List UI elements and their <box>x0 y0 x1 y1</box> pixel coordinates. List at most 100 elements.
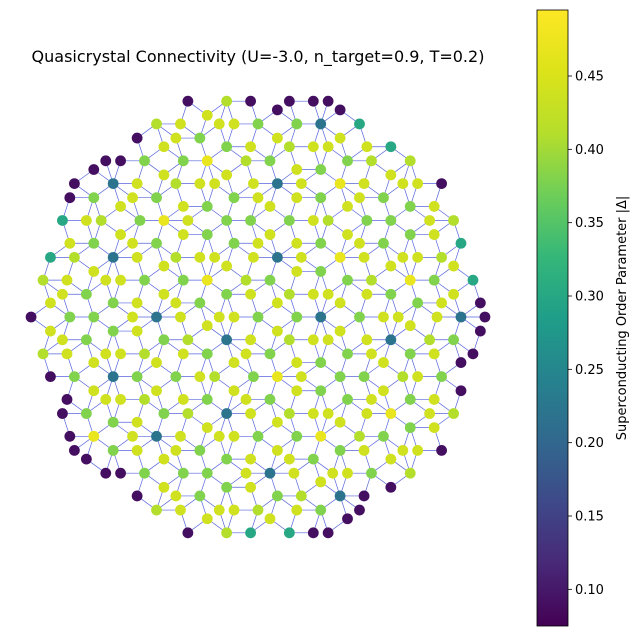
lattice-node <box>264 394 276 405</box>
lattice-node <box>252 237 264 249</box>
lattice-node <box>201 348 213 360</box>
lattice-node <box>228 237 240 249</box>
lattice-node <box>448 288 459 300</box>
lattice-node <box>245 334 256 346</box>
lattice-node <box>177 155 189 167</box>
lattice-node <box>175 504 186 516</box>
lattice-node <box>307 527 319 539</box>
lattice-node <box>334 297 346 309</box>
lattice-node <box>170 371 182 383</box>
lattice-node <box>107 371 119 383</box>
lattice-node <box>201 467 213 479</box>
lattice-node <box>315 266 327 277</box>
lattice-node <box>61 274 73 286</box>
lattice-node <box>213 504 225 516</box>
lattice-node <box>221 260 233 272</box>
lattice-node <box>100 348 112 360</box>
lattice-node <box>248 178 259 190</box>
lattice-node <box>291 118 303 130</box>
colorbar-gradient <box>536 9 569 627</box>
lattice-node <box>201 422 213 434</box>
lattice-node <box>264 155 276 167</box>
lattice-node <box>107 325 119 337</box>
lattice-node <box>397 251 409 263</box>
lattice-node <box>385 260 397 272</box>
lattice-node <box>115 348 126 360</box>
lattice-node <box>334 325 346 337</box>
lattice-node <box>201 513 213 525</box>
lattice-node <box>115 155 126 167</box>
lattice-node <box>455 311 467 323</box>
lattice-node <box>139 467 150 479</box>
colorbar-tick-label: 0.35 <box>575 216 604 231</box>
lattice-node <box>131 132 143 144</box>
lattice-node <box>245 453 256 465</box>
lattice-node <box>358 371 370 383</box>
lattice-node <box>307 141 319 153</box>
lattice-node <box>151 430 162 442</box>
lattice-node <box>151 118 162 130</box>
lattice-node <box>428 394 440 405</box>
lattice-node <box>397 178 409 190</box>
lattice-node <box>271 490 283 502</box>
lattice-node <box>107 251 119 263</box>
lattice-node <box>291 430 303 442</box>
lattice-node <box>240 274 252 286</box>
lattice-node <box>228 430 240 442</box>
lattice-node <box>245 95 256 107</box>
lattice-node <box>271 371 283 383</box>
lattice-node <box>221 288 233 300</box>
lattice-node <box>213 311 225 323</box>
lattice-node <box>424 215 436 226</box>
lattice-node <box>201 274 213 286</box>
lattice-node <box>412 371 424 383</box>
lattice-node <box>295 371 307 383</box>
lattice-node <box>107 297 119 309</box>
lattice-node <box>170 444 182 456</box>
lattice-node <box>467 348 479 360</box>
colorbar-tick-label: 0.40 <box>575 143 604 158</box>
lattice-node <box>175 311 186 323</box>
lattice-node <box>88 385 100 397</box>
lattice-node <box>61 348 73 360</box>
lattice-node <box>342 274 353 286</box>
lattice-node <box>245 215 256 226</box>
lattice-node <box>354 504 365 516</box>
lattice-node <box>88 266 100 277</box>
lattice-node <box>80 334 92 346</box>
lattice-node <box>194 251 206 263</box>
lattice-node <box>358 251 370 263</box>
lattice-node <box>248 251 259 263</box>
lattice-node <box>412 251 424 263</box>
lattice-node <box>307 334 319 346</box>
lattice-node <box>322 527 334 539</box>
lattice-node <box>69 178 80 190</box>
lattice-node <box>151 237 162 249</box>
lattice-node <box>131 371 143 383</box>
lattice-node <box>228 504 240 516</box>
lattice-node <box>170 132 182 144</box>
lattice-node <box>57 288 68 300</box>
lattice-node <box>385 481 397 493</box>
lattice-node <box>80 408 92 419</box>
lattice-node <box>448 215 459 226</box>
lattice-node <box>354 430 365 442</box>
lattice-node <box>404 467 416 479</box>
lattice-node <box>455 237 467 249</box>
lattice-node <box>334 251 346 263</box>
lattice-node <box>88 430 100 442</box>
lattice-node <box>69 444 80 456</box>
lattice-node <box>264 200 276 212</box>
lattice-node <box>221 169 233 181</box>
lattice-node <box>221 95 233 107</box>
lattice-node <box>291 237 303 249</box>
lattice-node <box>315 385 327 397</box>
lattice-node <box>88 311 100 323</box>
lattice-node <box>342 513 353 525</box>
lattice-node <box>479 311 491 323</box>
lattice-node <box>228 311 240 323</box>
lattice-node <box>45 371 56 383</box>
lattice-node <box>221 527 233 539</box>
lattice-node <box>245 527 256 539</box>
